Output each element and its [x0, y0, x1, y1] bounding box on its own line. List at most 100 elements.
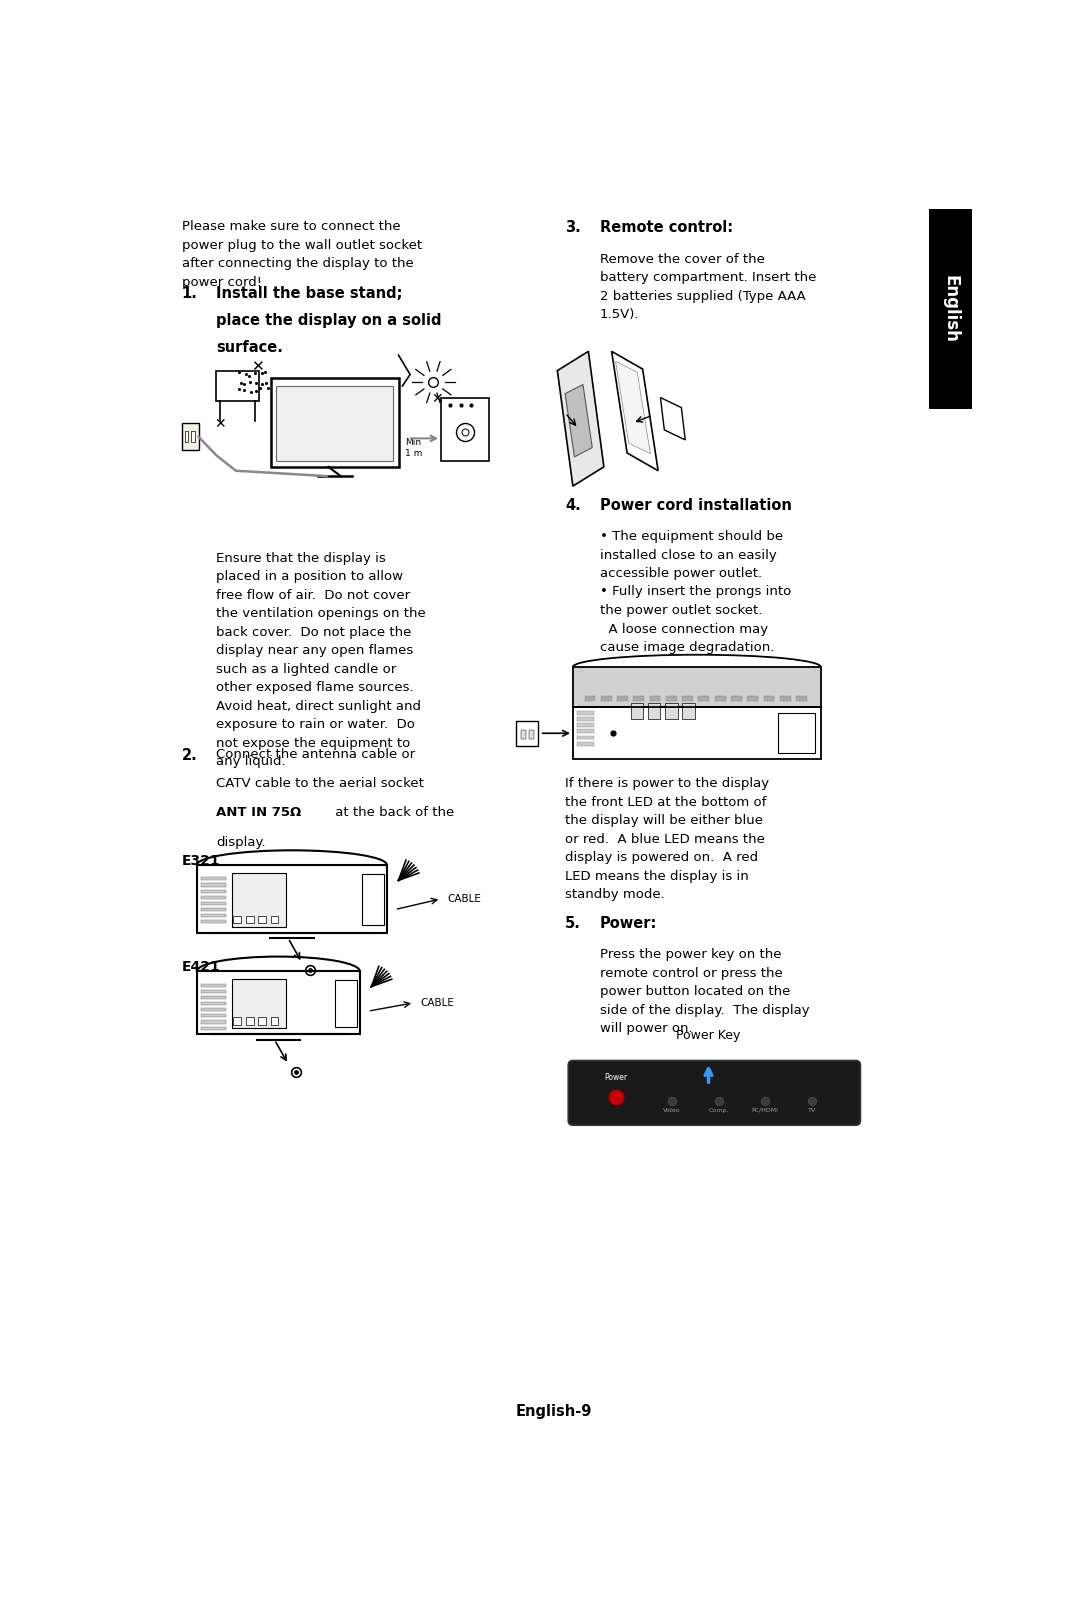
Bar [699, 696, 710, 701]
Bar [362, 874, 383, 924]
Text: Power Key: Power Key [676, 1030, 741, 1043]
Bar [600, 696, 611, 701]
Text: Please make sure to connect the
power plug to the wall outlet socket
after conne: Please make sure to connect the power pl… [181, 220, 421, 288]
Polygon shape [557, 351, 604, 486]
Text: CABLE: CABLE [420, 997, 454, 1007]
Text: Press the power key on the
remote control or press the
power button located on t: Press the power key on the remote contro… [600, 949, 810, 1035]
Bar [258, 1017, 266, 1025]
Bar [233, 916, 241, 923]
Bar [201, 1020, 226, 1023]
Text: Install the base stand;: Install the base stand; [216, 287, 403, 301]
Bar [649, 696, 661, 701]
Bar [191, 431, 194, 442]
Bar [201, 915, 226, 918]
Text: Comp.: Comp. [708, 1107, 729, 1112]
Bar [617, 696, 627, 701]
Polygon shape [616, 361, 650, 453]
Bar [246, 1017, 254, 1025]
Text: at the back of the: at the back of the [332, 806, 455, 819]
Polygon shape [611, 351, 658, 471]
Bar [185, 431, 189, 442]
Bar [258, 916, 266, 923]
Bar [665, 703, 677, 719]
Text: English: English [942, 275, 960, 343]
Bar [648, 703, 661, 719]
Bar [201, 989, 226, 992]
Bar [441, 398, 489, 461]
Bar [335, 981, 356, 1026]
Text: Remove the cover of the
battery compartment. Insert the
2 batteries supplied (Ty: Remove the cover of the battery compartm… [600, 253, 816, 321]
Text: Video: Video [663, 1107, 680, 1112]
Bar [201, 1002, 226, 1005]
Text: ANT IN 75Ω: ANT IN 75Ω [216, 806, 301, 819]
Bar [577, 711, 594, 716]
Text: • The equipment should be
installed close to an easily
accessible power outlet.
: • The equipment should be installed clos… [600, 529, 792, 654]
Bar [201, 895, 226, 899]
Bar [631, 703, 644, 719]
Bar [216, 371, 259, 402]
Bar [666, 696, 677, 701]
Bar [577, 730, 594, 733]
Bar [201, 908, 226, 911]
Bar [930, 209, 972, 410]
Bar [201, 1015, 226, 1017]
Text: surface.: surface. [216, 340, 283, 355]
Bar [779, 714, 815, 753]
Text: 4.: 4. [565, 497, 581, 513]
Bar [747, 696, 758, 701]
Text: place the display on a solid: place the display on a solid [216, 312, 442, 329]
Bar [181, 423, 199, 450]
Bar [577, 717, 594, 720]
Bar [201, 877, 226, 881]
Bar [796, 696, 807, 701]
Bar [577, 724, 594, 727]
Bar [683, 696, 693, 701]
Bar [246, 916, 254, 923]
Bar [201, 996, 226, 999]
Text: ✕: ✕ [215, 418, 226, 432]
Text: CABLE: CABLE [447, 894, 482, 903]
Bar [201, 902, 226, 905]
Polygon shape [565, 384, 592, 457]
Bar [276, 385, 393, 461]
Bar [521, 730, 526, 740]
Text: ✕: ✕ [251, 359, 264, 374]
Text: PC/HDMI: PC/HDMI [752, 1107, 779, 1112]
Bar [197, 971, 360, 1035]
Polygon shape [661, 398, 685, 440]
Text: Remote control:: Remote control: [600, 220, 733, 235]
Bar [683, 703, 694, 719]
Bar [529, 730, 535, 740]
Bar [584, 696, 595, 701]
Text: Power cord installation: Power cord installation [600, 497, 792, 513]
Text: 3.: 3. [565, 220, 581, 235]
Bar [201, 983, 226, 986]
Bar [572, 708, 821, 759]
Bar [516, 720, 538, 746]
FancyBboxPatch shape [568, 1060, 861, 1125]
Text: 5.: 5. [565, 916, 581, 931]
Bar [715, 696, 726, 701]
Bar [764, 696, 774, 701]
Text: Min
1 m: Min 1 m [405, 439, 422, 458]
Text: display.: display. [216, 835, 266, 848]
Bar [201, 889, 226, 892]
Text: If there is power to the display
the front LED at the bottom of
the display will: If there is power to the display the fro… [565, 777, 769, 902]
Text: ✕: ✕ [431, 392, 443, 406]
Text: CATV cable to the aerial socket: CATV cable to the aerial socket [216, 777, 424, 790]
Text: E421: E421 [181, 960, 220, 973]
Bar [577, 735, 594, 740]
Text: TV: TV [808, 1107, 815, 1112]
Text: Ensure that the display is
placed in a position to allow
free flow of air.  Do n: Ensure that the display is placed in a p… [216, 552, 427, 767]
Bar [731, 696, 742, 701]
Bar [201, 920, 226, 923]
Bar [232, 979, 286, 1028]
Bar [633, 696, 644, 701]
Bar [197, 865, 387, 933]
Bar [271, 916, 279, 923]
Bar [201, 1026, 226, 1030]
Bar [232, 873, 286, 926]
Text: Connect the antenna cable or: Connect the antenna cable or [216, 748, 416, 761]
Bar [271, 1017, 279, 1025]
Text: Power: Power [604, 1073, 627, 1081]
